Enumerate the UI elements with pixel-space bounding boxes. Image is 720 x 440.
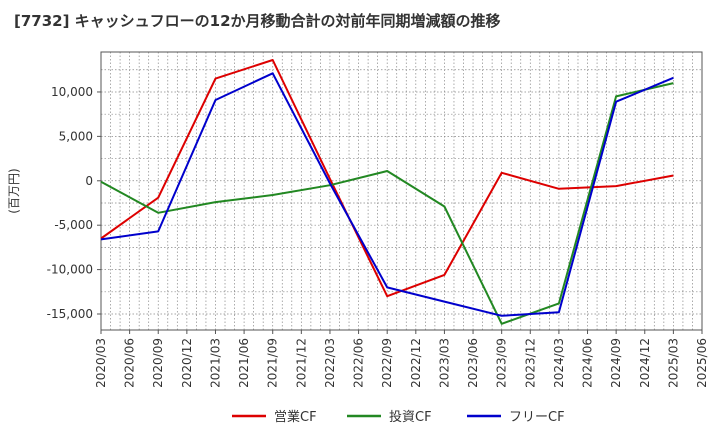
x-tick-label: 2025/03 bbox=[666, 338, 680, 388]
y-tick-label: 0 bbox=[85, 174, 93, 188]
y-axis-label: (百万円) bbox=[7, 168, 21, 213]
chart-title: [7732] キャッシュフローの12か月移動合計の対前年同期増減額の推移 bbox=[14, 12, 501, 30]
x-tick-label: 2021/03 bbox=[208, 338, 222, 388]
y-tick-label: 10,000 bbox=[51, 85, 93, 99]
x-tick-label: 2024/12 bbox=[638, 338, 652, 388]
x-tick-label: 2024/03 bbox=[552, 338, 566, 388]
y-tick-label: -15,000 bbox=[47, 307, 93, 321]
plot-frame bbox=[100, 51, 703, 331]
y-tick-label: -5,000 bbox=[54, 218, 93, 232]
legend-label-3: フリーCF bbox=[509, 410, 565, 425]
x-tick-label: 2023/03 bbox=[437, 338, 451, 388]
x-tick-label: 2020/09 bbox=[151, 338, 165, 388]
y-tick-label: -10,000 bbox=[47, 263, 93, 277]
x-tick-label: 2020/06 bbox=[123, 338, 137, 388]
x-tick-label: 2020/12 bbox=[180, 338, 194, 388]
series-line-3 bbox=[100, 72, 674, 317]
x-tick-label: 2023/12 bbox=[523, 338, 537, 388]
series-line-2 bbox=[100, 82, 674, 325]
x-tick-label: 2025/06 bbox=[695, 338, 709, 388]
x-tick-label: 2022/06 bbox=[352, 338, 366, 388]
x-tick-label: 2023/09 bbox=[495, 338, 509, 388]
legend-label-1: 営業CF bbox=[274, 409, 317, 425]
x-tick-label: 2021/12 bbox=[294, 338, 308, 388]
x-tick-label: 2023/06 bbox=[466, 338, 480, 388]
x-tick-label: 2021/06 bbox=[237, 338, 251, 388]
x-tick-label: 2022/03 bbox=[323, 338, 337, 388]
x-tick-label: 2020/03 bbox=[94, 338, 108, 388]
x-tick-label: 2021/09 bbox=[266, 338, 280, 388]
x-tick-label: 2022/12 bbox=[409, 338, 423, 388]
x-tick-label: 2022/09 bbox=[380, 338, 394, 388]
x-tick-label: 2024/09 bbox=[609, 338, 623, 388]
y-tick-label: 5,000 bbox=[59, 129, 93, 143]
series-line-1 bbox=[100, 59, 674, 298]
plot-area bbox=[101, 52, 702, 330]
x-tick-label: 2024/06 bbox=[581, 338, 595, 388]
legend-label-2: 投資CF bbox=[389, 409, 432, 425]
